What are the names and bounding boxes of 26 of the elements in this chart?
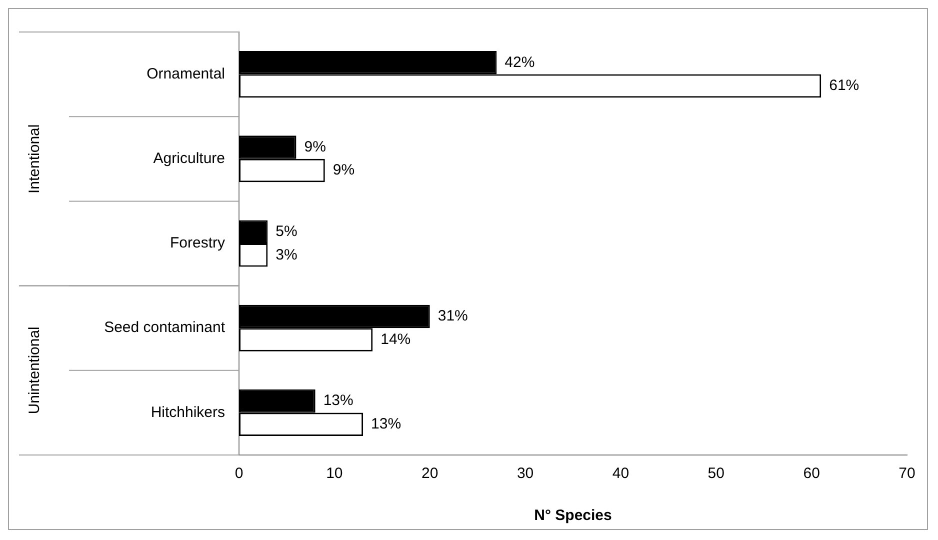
annotation: 5% [276,223,298,240]
annotation: 9% [304,138,326,156]
x-tick-label: 10 [326,465,343,482]
x-tick-label: 50 [708,465,724,482]
x-tick-label: 30 [516,465,534,482]
annotation: 13% [323,392,354,410]
data-label: 3% [276,246,298,264]
x-tick-label: 0 [234,465,244,482]
data-label: 13% [371,415,402,432]
x-axis-title: N° Species [534,507,612,524]
y-tick-label: Forestry [170,234,226,252]
y-tick-label: Hitchhikers [150,404,225,421]
x-tick-label: 40 [612,465,630,482]
y-tick-label: Seed contaminant [104,319,226,336]
data-label: 61% [829,77,860,94]
x-tick-label: 70 [898,465,916,482]
annotation: 42% [504,54,535,71]
y-tick-label: Ornamental [146,65,225,82]
x-tick-label: 20 [422,465,438,482]
annotation: 31% [438,308,468,325]
x-tick-label: 60 [803,465,820,482]
data-label: 9% [332,162,355,179]
text: Unintentional [26,326,44,414]
y-tick-label: Agriculture [153,150,225,168]
data-label: 14% [380,330,411,348]
text: Intentional [26,124,44,194]
